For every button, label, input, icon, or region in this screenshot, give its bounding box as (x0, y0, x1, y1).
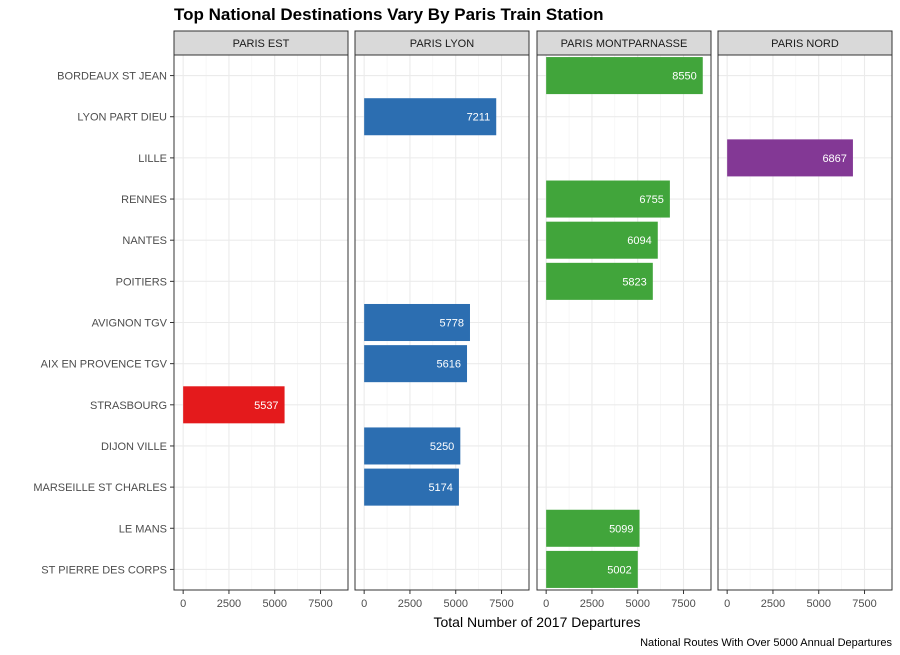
bar-value-label: 5616 (437, 359, 461, 371)
bar (364, 303, 470, 342)
facet-strip-label: PARIS LYON (410, 38, 474, 50)
bar (364, 427, 461, 465)
bar (546, 180, 670, 218)
x-tick-label: 2500 (761, 598, 785, 610)
y-tick-label: BORDEAUX ST JEAN (57, 71, 167, 83)
x-tick-label: 7500 (852, 598, 876, 610)
x-tick-label: 0 (724, 598, 730, 610)
bar-value-label: 6755 (639, 194, 663, 206)
x-tick-label: 7500 (489, 598, 513, 610)
bar-value-label: 5537 (254, 400, 278, 412)
y-tick-label: NANTES (122, 235, 167, 247)
facet-strip-label: PARIS NORD (771, 38, 839, 50)
bar-value-label: 5823 (622, 276, 646, 288)
x-tick-label: 0 (180, 598, 186, 610)
x-tick-label: 7500 (671, 598, 695, 610)
x-tick-label: 5000 (443, 598, 467, 610)
bar (183, 386, 285, 424)
bar (364, 98, 497, 136)
bar (546, 221, 658, 259)
y-tick-label: LILLE (138, 153, 167, 165)
panel-border (717, 54, 893, 591)
bar-value-label: 5250 (430, 441, 454, 453)
bar (364, 468, 459, 506)
bar-value-label: 5174 (428, 482, 452, 494)
x-tick-label: 0 (543, 598, 549, 610)
chart-caption: National Routes With Over 5000 Annual De… (640, 637, 892, 649)
bar-value-label: 5002 (607, 564, 631, 576)
x-tick-label: 2500 (580, 598, 604, 610)
y-tick-label: LYON PART DIEU (77, 112, 167, 124)
plot-area: BORDEAUX ST JEAN LYON PART DIEU LILLE RENNE… (33, 30, 893, 610)
y-tick-label: RENNES (121, 194, 167, 206)
panel-border (354, 54, 530, 591)
bar (546, 262, 653, 300)
bar (364, 345, 468, 383)
bar-value-label: 6867 (822, 153, 846, 165)
facet-strip (717, 30, 893, 56)
x-axis-label: Total Number of 2017 Departures (434, 614, 641, 630)
x-tick-label: 7500 (308, 598, 332, 610)
bar (546, 550, 638, 588)
chart-title: Top National Destinations Vary By Paris … (174, 5, 604, 24)
y-tick-label: ST PIERRE DES CORPS (41, 564, 167, 576)
facet-strip-label: PARIS EST (233, 38, 290, 50)
x-tick-label: 5000 (262, 598, 286, 610)
y-tick-label: STRASBOURG (90, 400, 167, 412)
bar-value-label: 8550 (672, 71, 696, 83)
y-tick-label: POITIERS (116, 276, 167, 288)
bar-value-label: 5099 (609, 523, 633, 535)
panel-border (536, 54, 712, 591)
panel-border (173, 54, 349, 591)
bar (546, 509, 640, 547)
facet-strip (354, 30, 530, 56)
y-tick-label: LE MANS (119, 523, 167, 535)
y-tick-label: AIX EN PROVENCE TGV (41, 359, 168, 371)
x-tick-label: 0 (361, 598, 367, 610)
y-tick-label: AVIGNON TGV (92, 318, 168, 330)
x-tick-label: 5000 (625, 598, 649, 610)
x-tick-label: 2500 (398, 598, 422, 610)
facet-strip-label: PARIS MONTPARNASSE (561, 38, 688, 50)
bar (727, 139, 853, 177)
x-tick-label: 5000 (806, 598, 830, 610)
x-tick-label: 2500 (217, 598, 241, 610)
facet-strip (173, 30, 349, 56)
bar-value-label: 7211 (467, 112, 491, 124)
bar-value-label: 5778 (440, 318, 464, 330)
y-tick-label: DIJON VILLE (101, 441, 167, 453)
y-tick-label: MARSEILLE ST CHARLES (33, 482, 167, 494)
bar-value-label: 6094 (627, 235, 651, 247)
bar (546, 57, 703, 95)
